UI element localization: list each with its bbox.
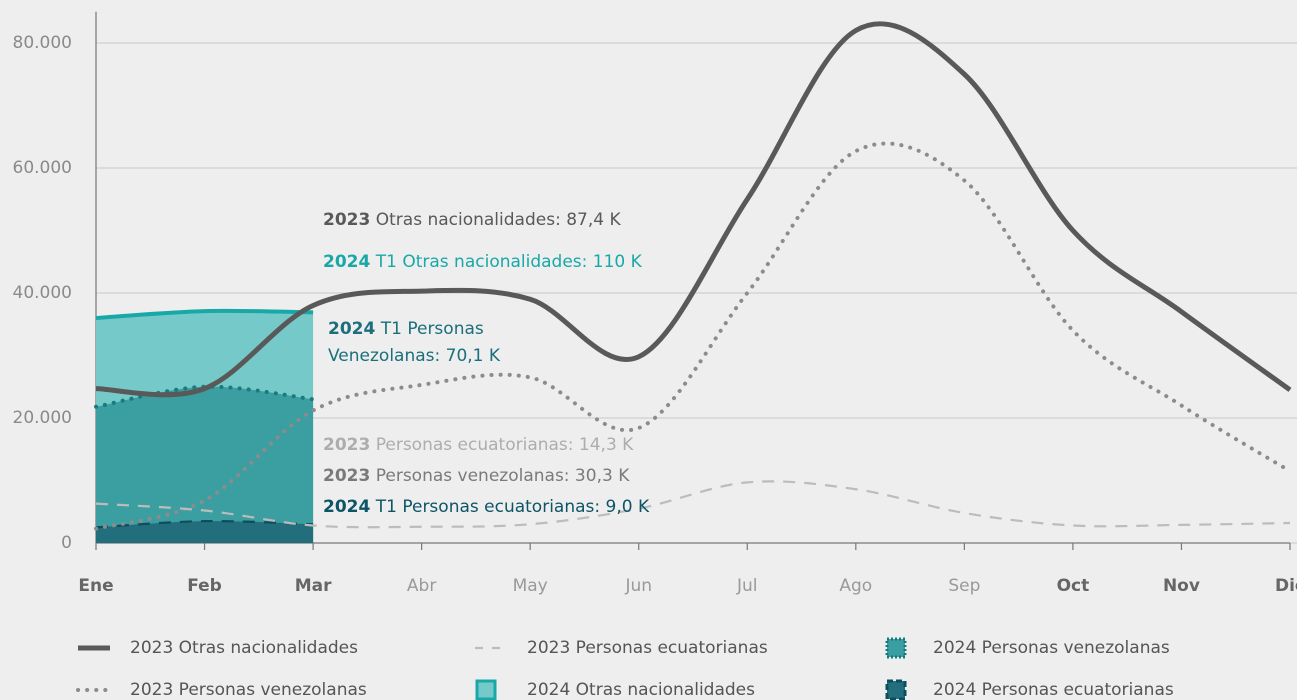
area [96, 386, 314, 543]
annotation: 2024 T1 Personas [328, 319, 484, 339]
annotation-year: 2023 [323, 435, 370, 455]
x-tick-label: Sep [948, 576, 980, 596]
annotation-year: 2024 [323, 252, 370, 272]
x-tick-label: Oct [1057, 576, 1090, 596]
legend-label: 2023 Personas venezolanas [130, 680, 367, 700]
legend-label: 2023 Personas ecuatorianas [527, 638, 768, 658]
x-tick-label: Dic [1275, 576, 1297, 596]
y-tick-label: 40.000 [13, 283, 72, 303]
x-tick-label: Jun [624, 576, 652, 596]
legend-swatch [885, 637, 907, 659]
legend-label: 2024 Otras nacionalidades [527, 680, 755, 700]
annotation-text: T1 Personas ecuatorianas: 9,0 K [375, 497, 650, 517]
annotation-text: T1 Personas [380, 319, 484, 339]
x-tick-label: Mar [295, 576, 332, 596]
series-line [94, 141, 1292, 531]
annotation: Venezolanas: 70,1 K [328, 346, 501, 366]
annotation-text: Personas ecuatorianas: 14,3 K [376, 435, 634, 455]
x-tick-label: Nov [1163, 576, 1200, 596]
annotation-year: 2023 [323, 210, 370, 230]
series-line [95, 308, 314, 320]
annotation: 2023 Otras nacionalidades: 87,4 K [323, 210, 621, 230]
x-tick-label: Ene [78, 576, 113, 596]
legend-label: 2024 Personas venezolanas [933, 638, 1170, 658]
x-tick-label: Jul [736, 576, 758, 596]
annotation: 2023 Personas ecuatorianas: 14,3 K [323, 435, 634, 455]
area [96, 521, 314, 543]
x-tick-label: Feb [187, 576, 222, 596]
x-tick-label: May [513, 576, 548, 596]
legend-swatch [885, 679, 907, 700]
annotation-year: 2024 [328, 319, 375, 339]
x-tick-label: Ago [839, 576, 872, 596]
annotation: 2024 T1 Personas ecuatorianas: 9,0 K [323, 497, 650, 517]
series-line [95, 21, 1292, 398]
annotation-year: 2024 [323, 497, 370, 517]
annotation-year: 2023 [323, 466, 370, 486]
legend-swatch [475, 679, 497, 700]
annotation-text: Otras nacionalidades: 87,4 K [376, 210, 622, 230]
x-tick-label: Abr [407, 576, 436, 596]
legend-label: 2024 Personas ecuatorianas [933, 680, 1174, 700]
annotation: 2024 T1 Otras nacionalidades: 110 K [323, 252, 643, 272]
legend-label: 2023 Otras nacionalidades [130, 638, 358, 658]
y-tick-label: 80.000 [13, 33, 72, 53]
annotation-text: Venezolanas: 70,1 K [328, 346, 501, 366]
annotation-text: T1 Otras nacionalidades: 110 K [375, 252, 643, 272]
annotation: 2023 Personas venezolanas: 30,3 K [323, 466, 630, 486]
annotation-text: Personas venezolanas: 30,3 K [376, 466, 630, 486]
series-line [95, 480, 1291, 529]
y-tick-label: 0 [61, 533, 72, 553]
y-tick-label: 20.000 [13, 408, 72, 428]
y-tick-label: 60.000 [13, 158, 72, 178]
